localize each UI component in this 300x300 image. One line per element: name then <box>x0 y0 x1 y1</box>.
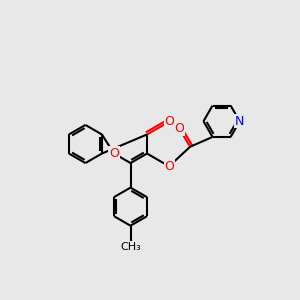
Text: O: O <box>164 160 174 173</box>
Text: O: O <box>175 122 184 135</box>
Text: N: N <box>235 115 244 128</box>
Text: CH₃: CH₃ <box>120 242 141 252</box>
Text: O: O <box>109 147 119 160</box>
Text: O: O <box>164 115 174 128</box>
